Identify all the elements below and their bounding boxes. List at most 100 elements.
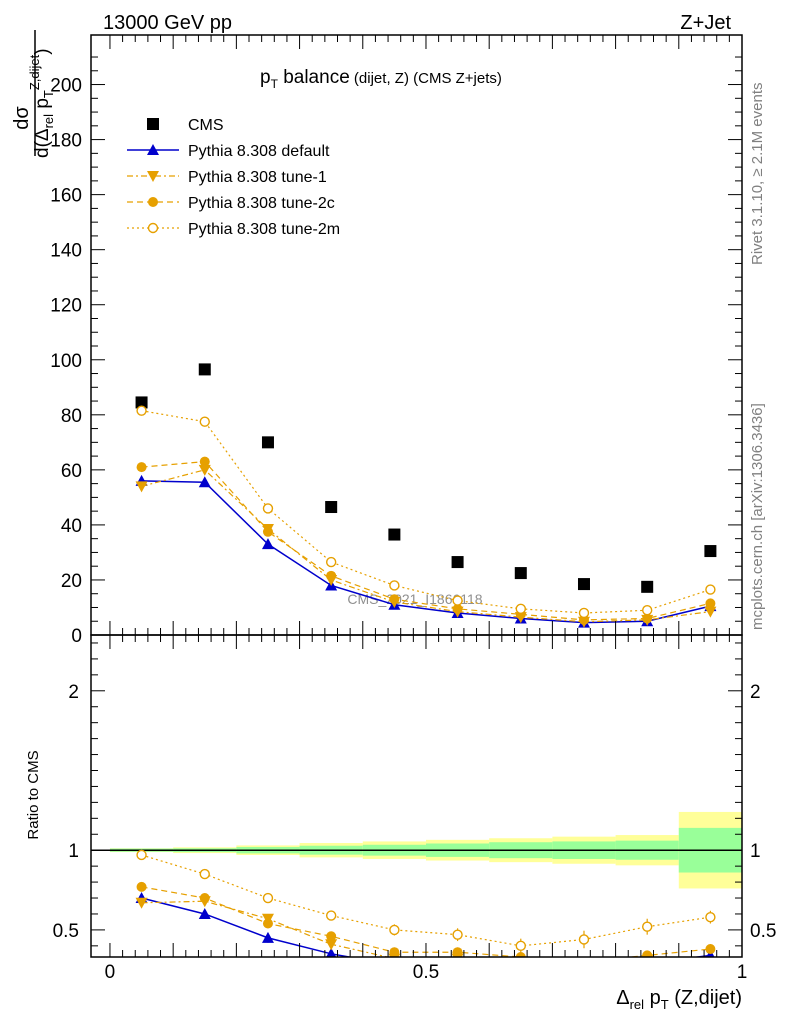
ratio-point xyxy=(452,929,463,940)
main-data-point xyxy=(514,567,527,580)
ratio-point xyxy=(452,947,463,957)
rivet-note: Rivet 3.1.10, ≥ 2.1M events xyxy=(749,83,766,266)
ratio-point xyxy=(388,959,400,970)
ratio-series-line xyxy=(141,854,711,947)
main-y-tick-label: 160 xyxy=(50,186,82,207)
ratio-point xyxy=(515,961,527,972)
ratio-point xyxy=(641,957,653,968)
main-data-point xyxy=(325,501,338,514)
ratio-point xyxy=(578,963,590,974)
main-data-point xyxy=(389,580,400,591)
legend-entry: CMS xyxy=(147,117,224,134)
main-series-line xyxy=(141,469,711,623)
main-data-point xyxy=(326,570,337,581)
ratio-point xyxy=(705,944,716,955)
main-y-tick-label: 120 xyxy=(50,296,82,317)
main-data-point xyxy=(262,526,273,537)
ratio-series-line xyxy=(141,897,711,957)
main-data-point xyxy=(136,462,147,473)
ratio-point xyxy=(262,892,274,904)
ratio-point xyxy=(641,921,653,932)
mcplots-note: mcplots.cern.ch [arXiv:1306.3436] xyxy=(749,403,766,630)
ratio-point xyxy=(578,934,590,945)
main-data-point xyxy=(262,503,274,514)
main-data-point xyxy=(704,545,717,558)
ratio-point xyxy=(199,868,210,880)
main-series-pythia-8-308-tune-2m xyxy=(136,405,716,619)
main-series-cms xyxy=(135,363,717,593)
ratio-point xyxy=(198,907,211,919)
main-data-point xyxy=(135,481,148,493)
main-y-tick-label: 60 xyxy=(61,461,82,482)
ratio-point xyxy=(325,939,338,951)
main-y-tick-label: 40 xyxy=(61,516,82,537)
main-plot-area xyxy=(135,363,717,628)
main-y-tick-label: 20 xyxy=(61,571,82,592)
ratio-series-pythia-8-308-default xyxy=(135,892,715,976)
main-y-tick-label: 200 xyxy=(50,76,82,97)
main-data-point xyxy=(261,538,274,550)
ratio-point xyxy=(325,910,337,921)
ratio-point xyxy=(642,950,653,957)
main-data-point xyxy=(199,416,210,427)
ratio-point xyxy=(515,940,526,952)
main-data-point xyxy=(578,607,590,619)
svg-text:d(Δrel pTZ,dijet): d(Δrel pTZ,dijet) xyxy=(27,48,56,158)
main-data-point xyxy=(389,594,400,605)
main-data-point xyxy=(135,396,148,409)
ratio-y-tick-label: 0.5 xyxy=(53,921,79,942)
ratio-series-pythia-8-308-tune-2m xyxy=(136,849,716,954)
main-data-point xyxy=(641,605,653,616)
ratio-y-axis-label: Ratio to CMS xyxy=(25,750,42,839)
main-y-tick-label: 180 xyxy=(50,131,82,152)
svg-text:dσ: dσ xyxy=(11,106,33,130)
legend-marker xyxy=(147,222,159,234)
main-data-point xyxy=(199,456,210,467)
legend-entry: Pythia 8.308 tune-2c xyxy=(127,195,335,212)
ratio-point xyxy=(578,965,590,976)
main-data-point xyxy=(136,405,147,416)
legend-marker xyxy=(147,118,159,130)
ratio-point xyxy=(326,931,337,942)
x-tick-label: 0 xyxy=(105,962,116,983)
ratio-series-line xyxy=(141,900,391,957)
main-data-point xyxy=(642,613,653,624)
ratio-point xyxy=(261,931,274,943)
main-data-point xyxy=(198,363,211,376)
ratio-point xyxy=(389,947,400,957)
main-data-point xyxy=(452,595,463,606)
main-plot-title: pT balance (dijet, Z) (CMS Z+jets) xyxy=(260,67,502,91)
main-data-point xyxy=(515,603,526,615)
ratio-point xyxy=(136,849,147,861)
legend-label: Pythia 8.308 tune-1 xyxy=(188,169,327,186)
main-data-point xyxy=(641,580,654,593)
x-tick-label: 1 xyxy=(737,962,748,983)
main-data-point xyxy=(577,578,590,591)
legend-marker xyxy=(147,144,159,155)
main-data-point xyxy=(705,584,716,595)
main-data-point xyxy=(198,464,211,476)
ratio-point xyxy=(389,924,400,936)
legend-label: Pythia 8.308 tune-2m xyxy=(188,221,340,238)
main-y-tick-label: 140 xyxy=(50,241,82,262)
x-tick-label: 0.5 xyxy=(413,962,439,983)
main-data-point xyxy=(325,556,337,568)
ratio-point xyxy=(262,918,273,929)
main-data-point xyxy=(451,556,464,569)
ratio-point xyxy=(136,881,147,892)
legend-label: Pythia 8.308 default xyxy=(188,143,330,160)
main-data-point xyxy=(198,476,211,488)
x-axis-label: Δrel pT (Z,dijet) xyxy=(616,987,742,1012)
legend-label: Pythia 8.308 tune-2c xyxy=(188,195,335,212)
ratio-point xyxy=(199,893,210,904)
legend-marker xyxy=(147,171,159,182)
ratio-y-tick-label: 2 xyxy=(68,682,79,703)
main-data-point xyxy=(704,606,717,618)
ratio-y-tick-label-right: 2 xyxy=(750,682,761,703)
header-right-label: Z+Jet xyxy=(680,12,731,34)
main-series-line xyxy=(141,460,711,621)
main-y-axis-label: dσ d(Δrel pTZ,dijet) xyxy=(11,30,56,158)
ratio-point xyxy=(515,958,527,969)
main-y-tick-label: 80 xyxy=(61,406,82,427)
